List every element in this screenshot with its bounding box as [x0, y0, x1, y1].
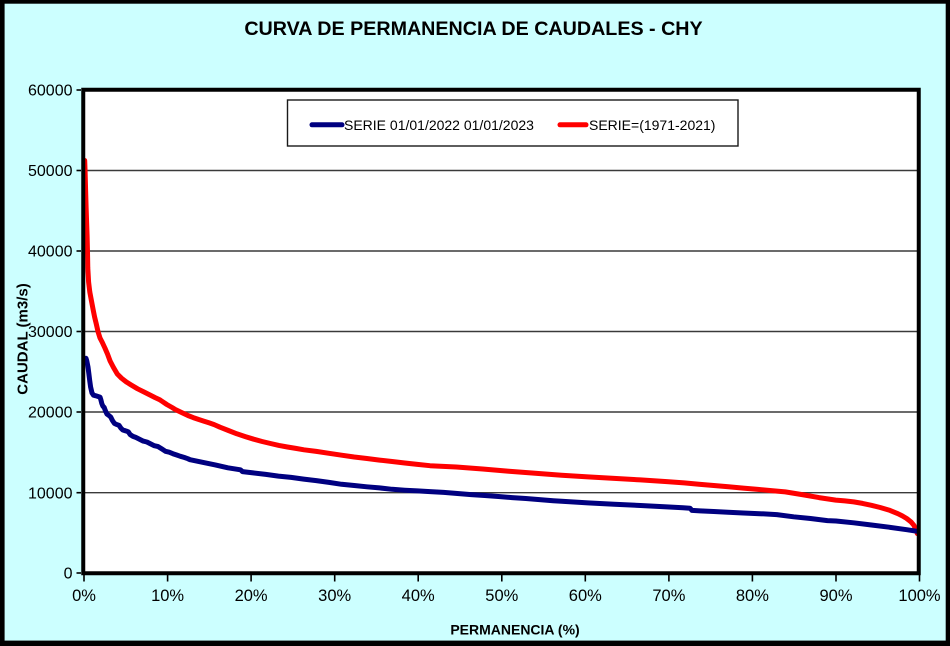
svg-text:0: 0: [64, 566, 73, 583]
svg-text:0%: 0%: [72, 587, 96, 605]
svg-text:60%: 60%: [569, 587, 602, 605]
svg-text:20000: 20000: [28, 405, 73, 422]
svg-text:20%: 20%: [235, 587, 268, 605]
svg-text:50000: 50000: [28, 163, 73, 180]
svg-text:10%: 10%: [151, 587, 184, 605]
svg-text:PERMANENCIA (%): PERMANENCIA (%): [450, 622, 579, 638]
svg-text:80%: 80%: [736, 587, 769, 605]
svg-text:70%: 70%: [652, 587, 685, 605]
svg-text:30%: 30%: [318, 587, 351, 605]
svg-text:90%: 90%: [819, 587, 852, 605]
svg-text:SERIE 01/01/2022 01/01/2023: SERIE 01/01/2022 01/01/2023: [344, 117, 534, 133]
svg-text:30000: 30000: [28, 324, 73, 341]
svg-text:50%: 50%: [485, 587, 518, 605]
svg-text:40%: 40%: [402, 587, 435, 605]
svg-text:100%: 100%: [898, 587, 941, 605]
svg-text:10000: 10000: [28, 485, 73, 502]
svg-text:CAUDAL (m3/s): CAUDAL (m3/s): [14, 283, 31, 394]
svg-text:CURVA DE PERMANENCIA DE CAUDAL: CURVA DE PERMANENCIA DE CAUDALES - CHY: [244, 18, 702, 40]
svg-text:60000: 60000: [28, 83, 73, 100]
svg-text:SERIE=(1971-2021): SERIE=(1971-2021): [589, 117, 715, 133]
svg-text:40000: 40000: [28, 244, 73, 261]
